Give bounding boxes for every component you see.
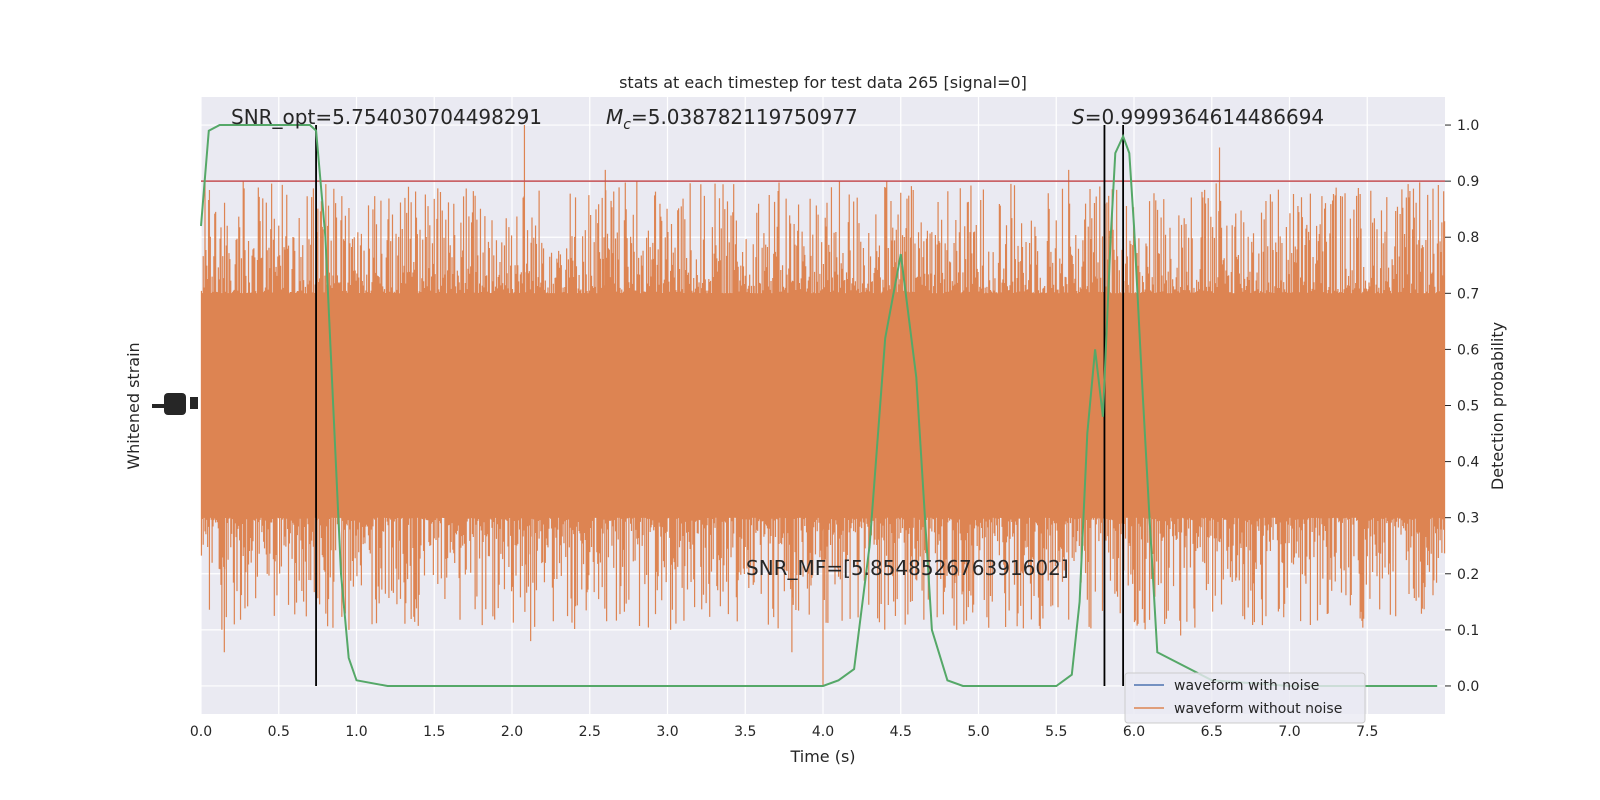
left-axis-clutter	[152, 393, 198, 415]
x-tick-label: 4.5	[890, 724, 912, 740]
y-tick-label: 0.8	[1457, 230, 1479, 246]
x-tick-label: 2.5	[579, 724, 601, 740]
y-tick-label: 0.6	[1457, 342, 1479, 358]
x-axis-label: Time (s)	[789, 747, 855, 766]
y-tick-label: 0.4	[1457, 455, 1479, 471]
chirp-mass-subscript: c	[623, 117, 631, 133]
x-tick-label: 2.0	[501, 724, 523, 740]
chart-title: stats at each timestep for test data 265…	[619, 73, 1027, 92]
legend-label-without-noise: waveform without noise	[1174, 701, 1342, 717]
x-tick-label: 6.0	[1123, 724, 1145, 740]
y-right-axis-label: Detection probability	[1488, 322, 1507, 490]
x-tick-label: 4.0	[812, 724, 834, 740]
legend-box	[1124, 672, 1366, 724]
snr-mf-annotation: SNR_MF=[5.854852676391602]	[746, 556, 1069, 580]
x-axis-ticks: 0.0 0.5 1.0 1.5 2.0 2.5 3.0 3.5 4.0 4.5 5.0 5.5 6.0 6…	[190, 724, 1379, 740]
y-tick-label: 0.1	[1457, 623, 1479, 639]
detection-probability-line	[200, 124, 1438, 687]
x-tick-label: 0.0	[190, 724, 212, 740]
vertical-marker-lines	[315, 125, 1125, 686]
y-tick-label: 0.2	[1457, 567, 1479, 583]
x-tick-label: 1.5	[423, 724, 445, 740]
x-tick-label: 0.5	[268, 724, 290, 740]
y-tick-label: 0.9	[1457, 174, 1479, 190]
snr-opt-annotation: SNR_opt=5.754030704498291	[231, 105, 542, 129]
s-value: =0.9999364614486694	[1085, 105, 1324, 129]
s-symbol: S	[1072, 105, 1085, 129]
legend: waveform with noise waveform without noi…	[1124, 672, 1366, 724]
x-tick-label: 7.5	[1356, 724, 1378, 740]
y-tick-label: 0.5	[1457, 399, 1479, 415]
chirp-mass-value: =5.038782119750977	[631, 105, 858, 129]
x-tick-label: 1.0	[345, 724, 367, 740]
s-annotation: S=0.9999364614486694	[1072, 105, 1324, 129]
y-tick-label: 1.0	[1457, 118, 1479, 134]
y-tick-label: 0.3	[1457, 511, 1479, 527]
y-tick-label: 0.7	[1457, 286, 1479, 302]
waveform-without-noise-line	[200, 125, 1446, 686]
waveform-spikes	[200, 125, 1446, 686]
x-tick-label: 6.5	[1201, 724, 1223, 740]
y-left-axis-label: Whitened strain	[124, 342, 143, 469]
legend-label-with-noise: waveform with noise	[1174, 678, 1319, 694]
x-tick-label: 3.0	[656, 724, 678, 740]
y-tick-label: 0.0	[1457, 679, 1479, 695]
x-tick-label: 7.0	[1278, 724, 1300, 740]
x-tick-label: 5.0	[967, 724, 989, 740]
x-tick-label: 5.5	[1045, 724, 1067, 740]
chirp-mass-annotation: Mc=5.038782119750977	[606, 105, 858, 133]
x-tick-label: 3.5	[734, 724, 756, 740]
chirp-mass-symbol: M	[606, 105, 623, 129]
y-right-axis-ticks: 0.0 0.1 0.2 0.3 0.4 0.5 0.6 0.7 0.8 0.9 1.0	[1445, 118, 1479, 695]
